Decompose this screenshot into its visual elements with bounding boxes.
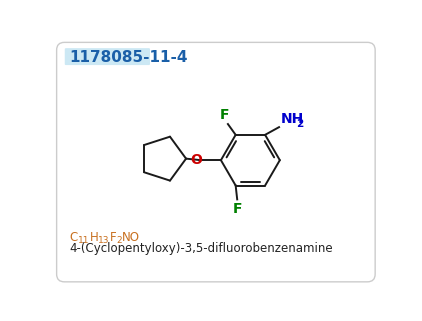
Text: F: F — [110, 231, 116, 244]
FancyBboxPatch shape — [57, 42, 375, 282]
Text: O: O — [190, 153, 202, 167]
Text: 2: 2 — [116, 236, 122, 245]
Text: H: H — [89, 231, 98, 244]
Text: 11: 11 — [78, 236, 89, 245]
Text: 2: 2 — [296, 119, 303, 129]
Text: 4-(Cyclopentyloxy)-3,5-difluorobenzenamine: 4-(Cyclopentyloxy)-3,5-difluorobenzenami… — [70, 242, 333, 255]
Text: C: C — [70, 231, 78, 244]
Text: NO: NO — [122, 231, 140, 244]
Text: 1178085-11-4: 1178085-11-4 — [69, 50, 187, 65]
Text: F: F — [220, 108, 230, 122]
Text: NH: NH — [281, 112, 304, 126]
Text: F: F — [233, 203, 242, 216]
FancyBboxPatch shape — [65, 48, 150, 65]
Text: 13: 13 — [98, 236, 110, 245]
